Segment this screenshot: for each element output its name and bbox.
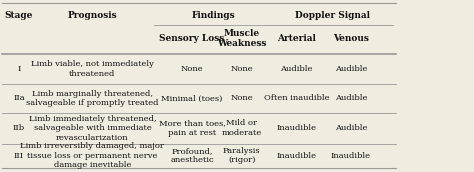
Text: None: None — [230, 65, 253, 73]
Text: IIb: IIb — [13, 124, 25, 132]
Text: Inaudible: Inaudible — [276, 152, 316, 160]
Text: Arterial: Arterial — [277, 34, 316, 43]
Text: III: III — [14, 152, 24, 160]
Text: Audible: Audible — [280, 65, 312, 73]
Text: None: None — [230, 94, 253, 102]
Text: Sensory Loss: Sensory Loss — [159, 34, 225, 43]
Text: Limb irreversibly damaged, major
tissue loss or permanent nerve
damage inevitabl: Limb irreversibly damaged, major tissue … — [20, 142, 164, 169]
Text: Limb immediately threatened,
salvageable with immediate
revascularization: Limb immediately threatened, salvageable… — [28, 115, 156, 142]
Text: Prognosis: Prognosis — [68, 11, 117, 20]
Text: Doppler Signal: Doppler Signal — [295, 11, 371, 20]
Text: Profound,
anesthetic: Profound, anesthetic — [170, 147, 214, 164]
Text: Muscle
Weakness: Muscle Weakness — [217, 29, 266, 48]
Text: None: None — [181, 65, 203, 73]
Text: Stage: Stage — [5, 11, 33, 20]
Text: Audible: Audible — [335, 65, 367, 73]
Text: Findings: Findings — [191, 11, 235, 20]
Text: Limb marginally threatened,
salvageable if promptly treated: Limb marginally threatened, salvageable … — [26, 90, 159, 107]
Text: Mild or
moderate: Mild or moderate — [222, 119, 262, 137]
Text: Venous: Venous — [333, 34, 369, 43]
Text: Inaudible: Inaudible — [331, 152, 371, 160]
Text: Minimal (toes): Minimal (toes) — [161, 94, 223, 102]
Text: Paralysis
(rigor): Paralysis (rigor) — [223, 147, 261, 164]
Text: Audible: Audible — [335, 124, 367, 132]
Text: Inaudible: Inaudible — [276, 124, 316, 132]
Text: Audible: Audible — [335, 94, 367, 102]
Text: I: I — [17, 65, 21, 73]
Text: More than toes,
pain at rest: More than toes, pain at rest — [158, 119, 226, 137]
Text: Often inaudible: Often inaudible — [264, 94, 329, 102]
Text: IIa: IIa — [13, 94, 25, 102]
Text: Limb viable, not immediately
threatened: Limb viable, not immediately threatened — [31, 60, 154, 78]
